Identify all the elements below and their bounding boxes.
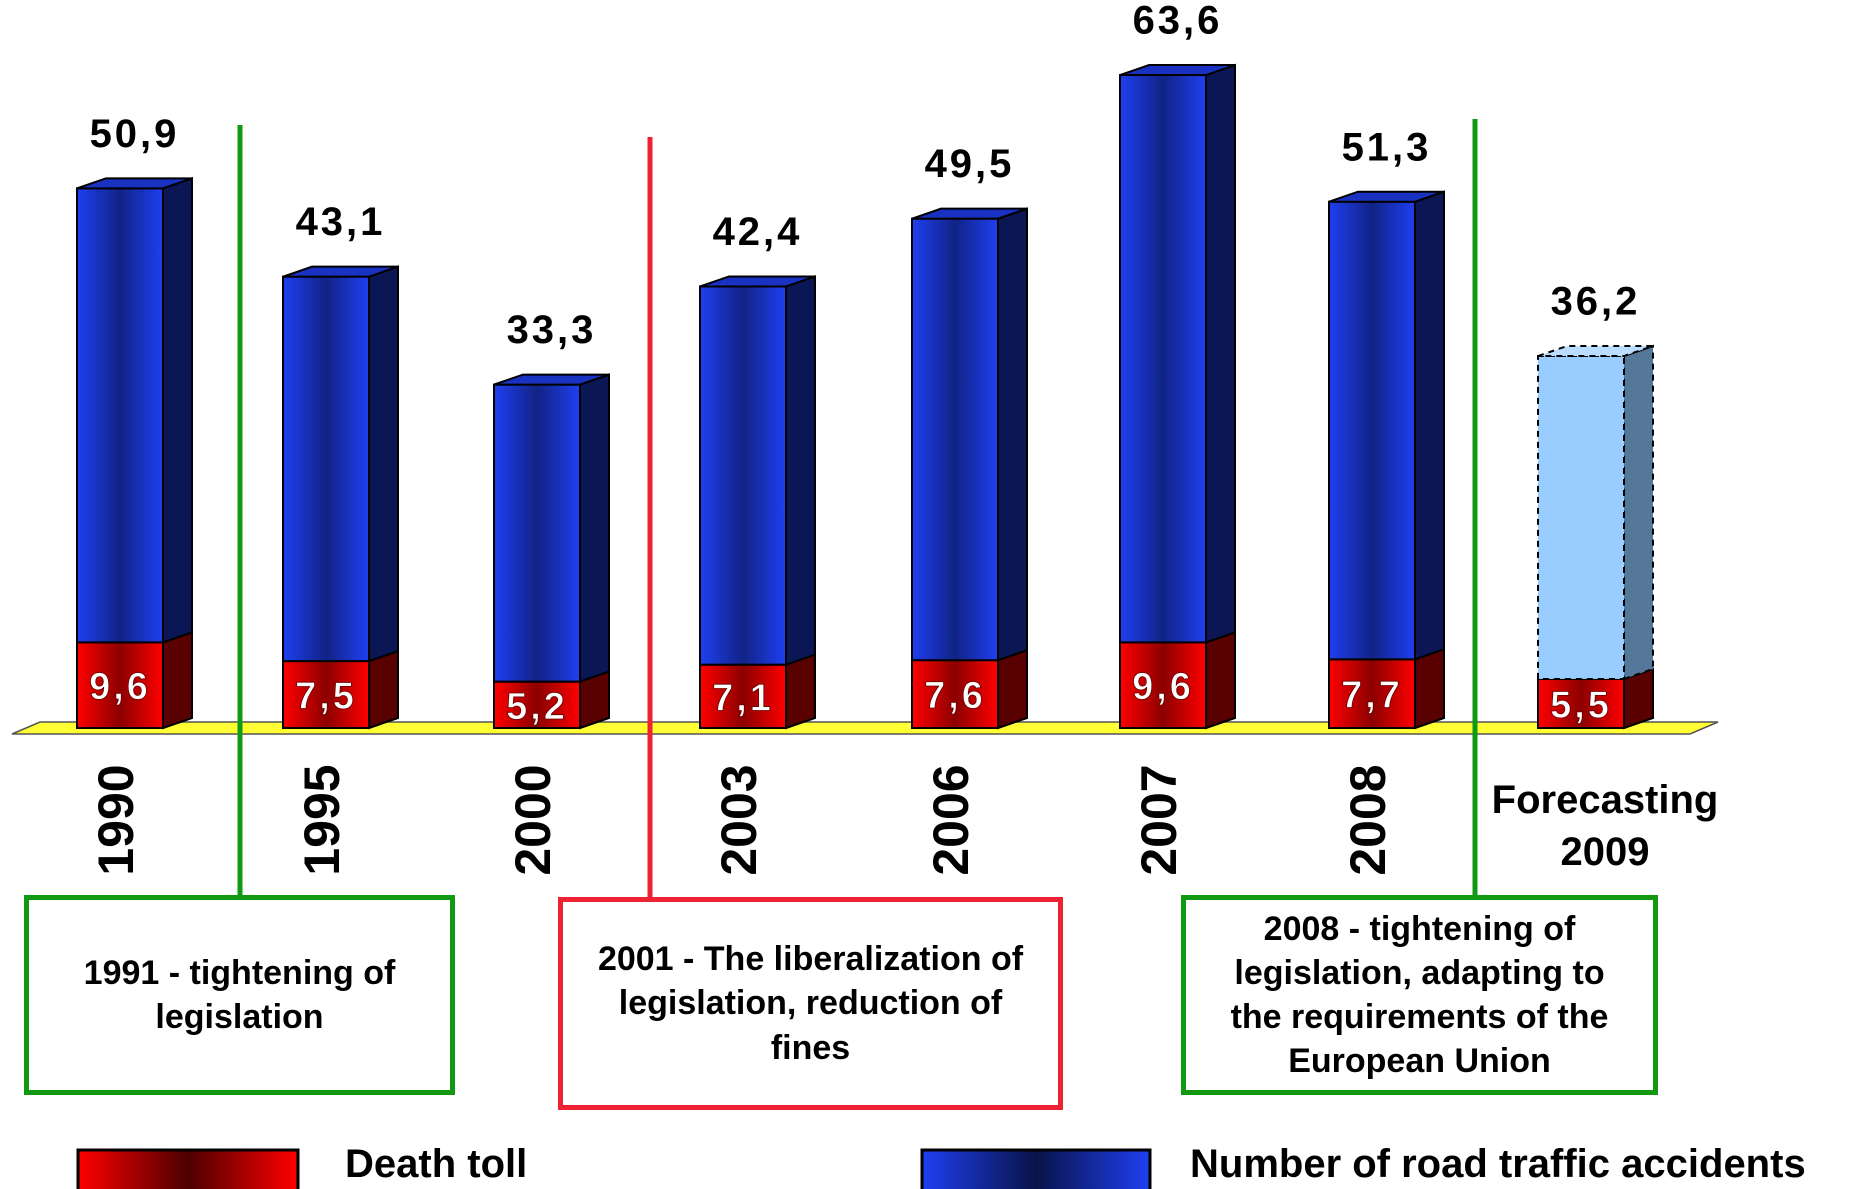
legend-label: Number of road traffic accidents xyxy=(1190,1142,1806,1186)
bar xyxy=(1328,190,1445,661)
bar-value-label: 33,3 xyxy=(507,308,597,352)
bar-side xyxy=(368,265,399,663)
bar xyxy=(76,630,193,730)
bar-value-label: 50,9 xyxy=(90,112,180,156)
bar xyxy=(911,648,1028,730)
bar-side xyxy=(1205,63,1236,644)
bar-front xyxy=(1537,677,1625,730)
bar-value-label: 42,4 xyxy=(713,210,803,254)
bar-top xyxy=(1328,190,1445,203)
x-tick-label: 2006 xyxy=(923,764,979,875)
bar-value-label: 49,5 xyxy=(925,142,1015,186)
bar xyxy=(282,649,399,730)
bar-front xyxy=(76,187,164,644)
bar-front xyxy=(1328,200,1416,661)
x-tick-label: 2000 xyxy=(505,764,561,875)
bar-side xyxy=(785,275,816,667)
bar xyxy=(1119,630,1236,730)
bar-front xyxy=(282,275,370,663)
bar-side xyxy=(1205,630,1236,730)
legend-swatch xyxy=(920,1148,1152,1189)
annotation-box: 2008 - tightening of legislation, adapti… xyxy=(1181,895,1658,1095)
x-tick-label: 2003 xyxy=(711,764,767,875)
bar-side xyxy=(785,653,816,730)
bar-value-label: 36,2 xyxy=(1551,280,1641,324)
bar-side xyxy=(1623,344,1654,681)
bar-side xyxy=(368,649,399,730)
bar xyxy=(282,265,399,663)
bar-front xyxy=(1119,641,1207,729)
bar-top xyxy=(699,275,816,288)
bar-value-label: 5,5 xyxy=(1550,685,1612,727)
annotation-text: 2001 - The liberalization of legislation… xyxy=(597,940,1024,1067)
annotation-text: 1991 - tightening of legislation xyxy=(83,953,396,1036)
bar-side xyxy=(997,648,1028,730)
bar xyxy=(699,653,816,730)
bar-top xyxy=(493,373,610,386)
bar-top xyxy=(76,177,193,190)
bar-value-label: 51,3 xyxy=(1342,125,1432,169)
bar-side xyxy=(579,373,610,684)
bar-front xyxy=(911,217,999,662)
bar xyxy=(699,275,816,667)
x-tick-label: Forecasting 2009 xyxy=(1491,778,1719,874)
bar-value-label: 7,5 xyxy=(295,676,357,718)
bar-side xyxy=(162,630,193,730)
bar-top xyxy=(911,207,1028,220)
bar-side xyxy=(997,207,1028,662)
bar-front xyxy=(282,660,370,729)
bar-top xyxy=(1119,64,1236,77)
bar-value-label: 43,1 xyxy=(296,200,386,244)
bar-top xyxy=(282,265,399,278)
bar xyxy=(1119,63,1236,644)
x-tick-label: 1995 xyxy=(294,764,350,875)
bar-front xyxy=(1328,658,1416,729)
legend-swatch xyxy=(76,1148,300,1189)
bar-value-label: 7,7 xyxy=(1341,675,1403,717)
bar xyxy=(911,207,1028,662)
x-tick-label: 2007 xyxy=(1131,764,1187,875)
legend-label: Death toll xyxy=(345,1142,528,1186)
bar-value-label: 5,2 xyxy=(506,686,568,728)
bar-front xyxy=(1537,355,1625,680)
x-tick-label: 1990 xyxy=(88,764,144,875)
bar xyxy=(493,670,610,730)
annotation-box: 2001 - The liberalization of legislation… xyxy=(558,897,1063,1110)
bar-front xyxy=(493,383,581,683)
bar-front xyxy=(1119,74,1207,644)
bar-value-label: 63,6 xyxy=(1133,0,1223,43)
bar-front xyxy=(699,285,787,666)
bar-value-label: 9,6 xyxy=(89,666,151,708)
bar-front xyxy=(76,641,164,729)
bar-side xyxy=(1414,190,1445,661)
bar-value-label: 7,1 xyxy=(712,677,774,719)
bar xyxy=(76,176,193,644)
bar-value-label: 7,6 xyxy=(924,675,986,717)
bar-front xyxy=(493,680,581,730)
bar xyxy=(1537,667,1654,730)
bar xyxy=(1537,344,1654,681)
annotation-box: 1991 - tightening of legislation xyxy=(24,895,455,1095)
floor xyxy=(11,721,1719,735)
bar-top xyxy=(1537,345,1654,358)
x-tick-label: 2008 xyxy=(1340,764,1396,875)
bar-front xyxy=(699,663,787,730)
bar-value-label: 9,6 xyxy=(1132,666,1194,708)
bar-side xyxy=(1414,647,1445,730)
annotation-text: 2008 - tightening of legislation, adapti… xyxy=(1230,909,1609,1081)
bar xyxy=(1328,647,1445,730)
bar xyxy=(493,373,610,684)
bar-side xyxy=(162,176,193,644)
